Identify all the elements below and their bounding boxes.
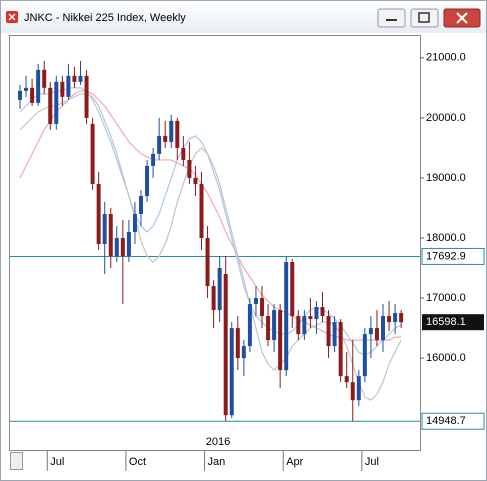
candle-body	[108, 213, 113, 257]
close-icon	[456, 12, 468, 24]
candle-body	[278, 310, 283, 371]
x-tick-label: Jul	[50, 456, 64, 468]
candle-body	[132, 213, 137, 232]
candle-body	[338, 322, 343, 377]
candle-body	[169, 120, 174, 142]
ma-line	[19, 90, 402, 341]
window-buttons	[377, 8, 481, 28]
candle-body	[393, 313, 398, 323]
candle-body	[368, 328, 373, 335]
level-label-box	[421, 412, 485, 430]
candle-body	[362, 334, 367, 377]
last-price-box	[422, 314, 484, 331]
candle-body	[54, 81, 59, 124]
candle-body	[114, 237, 119, 257]
candle-body	[217, 268, 222, 311]
candle-body	[332, 322, 337, 347]
candle-body	[241, 346, 246, 359]
candle-body	[296, 316, 301, 335]
maximize-icon	[418, 12, 430, 23]
minimize-icon	[386, 19, 397, 21]
candle-body	[60, 81, 65, 97]
candle-body	[326, 316, 331, 347]
candle-body	[120, 237, 125, 257]
candle-body	[139, 195, 143, 214]
y-tick-label: 17000.0	[426, 292, 466, 304]
candle-body	[24, 87, 29, 91]
last-price-label: 16598.1	[426, 316, 466, 328]
candle-body	[260, 298, 264, 317]
candle-body	[48, 87, 53, 124]
y-tick-label: 21000.0	[426, 52, 466, 64]
x-tick-label: Oct	[129, 456, 146, 468]
ma-line	[19, 87, 402, 356]
candle-body	[90, 123, 95, 184]
candle-body	[308, 316, 313, 320]
candle-body	[84, 75, 89, 118]
candle-body	[302, 316, 307, 335]
candle-body	[145, 165, 150, 196]
candle-body	[199, 183, 204, 238]
ma-line	[19, 93, 402, 401]
candle-body	[387, 316, 392, 323]
y-tick-label: 16000.0	[426, 352, 466, 364]
candle-body	[126, 231, 131, 257]
level-label: 17692.9	[426, 250, 466, 262]
x-tick-label: Jan	[208, 456, 226, 468]
candle-body	[175, 120, 180, 148]
candle-body	[272, 310, 277, 341]
candle-body	[78, 75, 83, 82]
candle-body	[284, 262, 289, 371]
candle-body	[320, 307, 325, 317]
candle-body	[151, 153, 156, 166]
candle-body	[399, 313, 404, 323]
minimize-button[interactable]	[377, 8, 406, 28]
level-label: 14948.7	[426, 415, 466, 427]
candle-body	[102, 213, 107, 245]
scroll-box[interactable]	[10, 452, 23, 470]
candle-body	[66, 75, 71, 97]
y-tick-label: 20000.0	[426, 112, 466, 124]
y-tick-label: 18000.0	[426, 232, 466, 244]
candle-body	[235, 328, 240, 359]
candle-body	[193, 177, 198, 184]
candle-body	[247, 304, 252, 347]
candle-body	[266, 316, 271, 341]
candle-body	[163, 135, 168, 142]
candle-body	[314, 307, 319, 320]
candle-body	[381, 316, 385, 341]
candle-body	[223, 274, 228, 416]
maximize-button[interactable]	[410, 8, 439, 28]
plot-area	[9, 35, 421, 451]
x-tick-label: Apr	[286, 456, 303, 468]
candle-body	[157, 135, 162, 154]
candle-body	[181, 147, 186, 160]
candle-body	[229, 328, 234, 416]
candle-body	[18, 90, 22, 100]
candle-body	[42, 69, 47, 88]
candle-body	[350, 382, 355, 401]
candle-body	[96, 183, 101, 245]
candle-body	[253, 298, 258, 305]
y-tick-label: 19000.0	[426, 172, 466, 184]
candle-body	[290, 262, 295, 317]
candle-body	[374, 328, 379, 341]
level-label-box	[421, 247, 485, 265]
candle-body	[36, 69, 41, 103]
candle-body	[205, 237, 210, 287]
candle-body	[187, 159, 192, 178]
year-label: 2016	[206, 436, 230, 448]
candle-body	[344, 376, 349, 383]
app-icon-mark	[8, 13, 16, 21]
candle-body	[356, 376, 361, 401]
candle-body	[211, 286, 216, 311]
window-title: JNKC - Nikkei 225 Index, Weekly	[24, 12, 186, 24]
candle-body	[30, 87, 35, 103]
x-tick-label: Jul	[365, 456, 379, 468]
candle-body	[72, 75, 77, 82]
